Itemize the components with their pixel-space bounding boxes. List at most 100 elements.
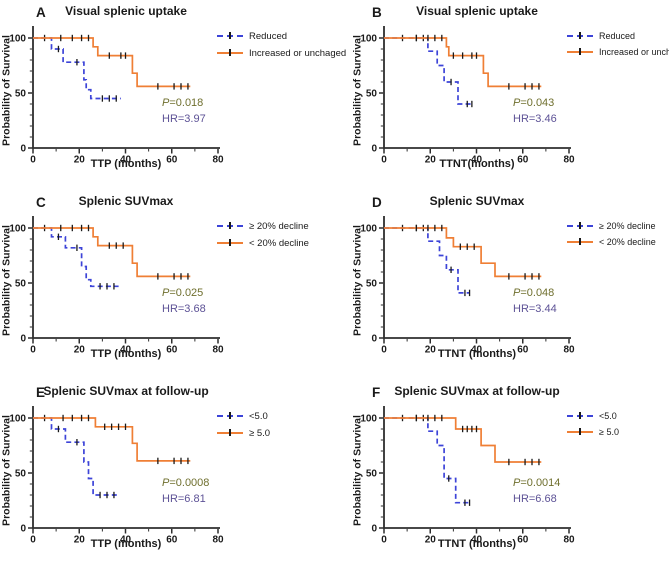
y-tick-label: 50 [15, 469, 27, 480]
y-tick-label: 0 [371, 144, 377, 155]
x-tick-label: 40 [120, 155, 132, 166]
x-tick-label: 60 [517, 535, 529, 546]
x-tick-label: 0 [381, 155, 387, 166]
y-tick-label: 50 [366, 89, 378, 100]
stats-annotation: P=0.0008 HR=6.81 [162, 476, 209, 508]
panel-title: Visual splenic uptake [416, 4, 538, 18]
survival-plot-d: 0 20 40 60 80 0 50 100 [360, 216, 575, 356]
p-value: P=0.0014 [513, 476, 560, 492]
survival-plot-f: 0 20 40 60 80 0 50 100 [360, 406, 575, 546]
legend-label: ≥ 5.0 [599, 427, 619, 437]
censor-tick-icon [579, 237, 581, 245]
y-tick-label: 50 [15, 279, 27, 290]
y-axis-label: Probability of Survival [0, 415, 13, 526]
p-value: P=0.025 [162, 286, 206, 302]
legend-label: Increased or unchaged [599, 47, 669, 57]
legend-label: Reduced [599, 31, 636, 41]
legend-item: ≥ 20% decline [567, 221, 656, 231]
panel-f: 0 20 40 60 80 0 50 100 F Splenic SUVmax at foll… [334, 380, 669, 566]
stats-annotation: P=0.048 HR=3.44 [513, 286, 557, 318]
x-tick-label: 80 [212, 345, 224, 356]
legend-item: Increased or unchaged [217, 48, 346, 59]
p-symbol: P [162, 477, 170, 489]
panel-letter: E [36, 385, 46, 400]
x-tick-label: 20 [425, 155, 437, 166]
y-tick-label: 100 [360, 224, 377, 235]
x-tick-label: 40 [120, 535, 132, 546]
legend: ≥ 20% decline < 20% decline [567, 221, 656, 247]
censor-tick-icon [579, 221, 581, 229]
p-number: =0.0008 [169, 477, 210, 489]
panel-a: 0 20 40 60 80 0 50 100 A Visual splenic uptake … [0, 0, 347, 190]
censor-tick-icon [229, 32, 231, 39]
solid-line-icon [567, 47, 593, 57]
hazard-ratio: HR=3.44 [513, 302, 557, 315]
dashed-line-icon [217, 222, 243, 231]
p-number: =0.0014 [520, 477, 561, 489]
legend-label: ≥ 5.0 [249, 428, 271, 439]
x-tick-label: 80 [212, 155, 224, 166]
y-tick-label: 100 [9, 414, 26, 425]
p-number: =0.048 [520, 287, 555, 299]
legend-label: <5.0 [249, 411, 268, 422]
dashed-line-icon [217, 412, 243, 421]
panel-title: Splenic SUVmax at follow-up [43, 384, 209, 398]
x-tick-label: 40 [471, 345, 483, 356]
y-axis-label: Probability of Survival [351, 225, 364, 336]
legend-label: ≥ 20% decline [249, 221, 309, 232]
survival-curve [33, 417, 119, 496]
x-tick-label: 20 [74, 535, 86, 546]
y-tick-label: 0 [20, 334, 26, 345]
legend: ≥ 20% decline < 20% decline [217, 221, 309, 249]
survival-curve [384, 227, 542, 278]
censor-tick-icon [229, 49, 231, 56]
panel-letter: D [372, 195, 382, 210]
p-number: =0.025 [169, 287, 204, 299]
x-tick-label: 0 [381, 535, 387, 546]
panel-d: 0 20 40 60 80 0 50 100 D Splenic SUVmax Probabi… [334, 190, 669, 380]
y-axis-label: Probability of Survival [351, 415, 364, 526]
p-symbol: P [162, 97, 170, 109]
y-tick-label: 0 [371, 524, 377, 535]
x-tick-label: 0 [381, 345, 387, 356]
survival-curve [384, 227, 470, 294]
p-value: P=0.043 [513, 96, 557, 112]
p-symbol: P [513, 97, 521, 109]
stats-annotation: P=0.025 HR=3.68 [162, 286, 206, 318]
legend-item: ≥ 5.0 [217, 428, 270, 439]
hazard-ratio: HR=3.68 [162, 302, 206, 315]
x-tick-label: 60 [166, 345, 178, 356]
legend-item: Reduced [567, 31, 669, 41]
legend-item: ≥ 20% decline [217, 221, 309, 232]
x-axis-label: TTP (months) [90, 538, 162, 550]
legend-label: < 20% decline [249, 238, 309, 249]
y-axis-label: Probability of Survival [0, 225, 13, 336]
censor-tick-icon [229, 222, 231, 229]
censor-tick-icon [229, 239, 231, 246]
legend-item: <5.0 [217, 411, 270, 422]
solid-line-icon [567, 237, 593, 247]
x-tick-label: 80 [212, 535, 224, 546]
x-tick-label: 80 [563, 155, 575, 166]
stats-annotation: P=0.018 HR=3.97 [162, 96, 206, 128]
x-tick-label: 0 [30, 535, 36, 546]
p-value: P=0.0008 [162, 476, 209, 492]
censor-tick-icon [229, 412, 231, 419]
x-tick-label: 20 [74, 155, 86, 166]
panel-letter: A [36, 5, 46, 20]
legend-item: < 20% decline [567, 237, 656, 247]
survival-curve [33, 227, 191, 278]
x-tick-label: 80 [563, 535, 575, 546]
dashed-line-icon [567, 411, 593, 421]
legend-item: ≥ 5.0 [567, 427, 619, 437]
survival-plot-e: 0 20 40 60 80 0 50 100 [9, 406, 224, 546]
survival-curve [384, 37, 542, 88]
y-tick-label: 50 [366, 469, 378, 480]
y-tick-label: 50 [15, 89, 27, 100]
panel-title: Splenic SUVmax at follow-up [394, 384, 560, 398]
y-tick-label: 100 [9, 224, 26, 235]
legend-label: <5.0 [599, 411, 617, 421]
y-axis-label: Probability of Survival [0, 35, 13, 146]
legend-label: ≥ 20% decline [599, 221, 656, 231]
